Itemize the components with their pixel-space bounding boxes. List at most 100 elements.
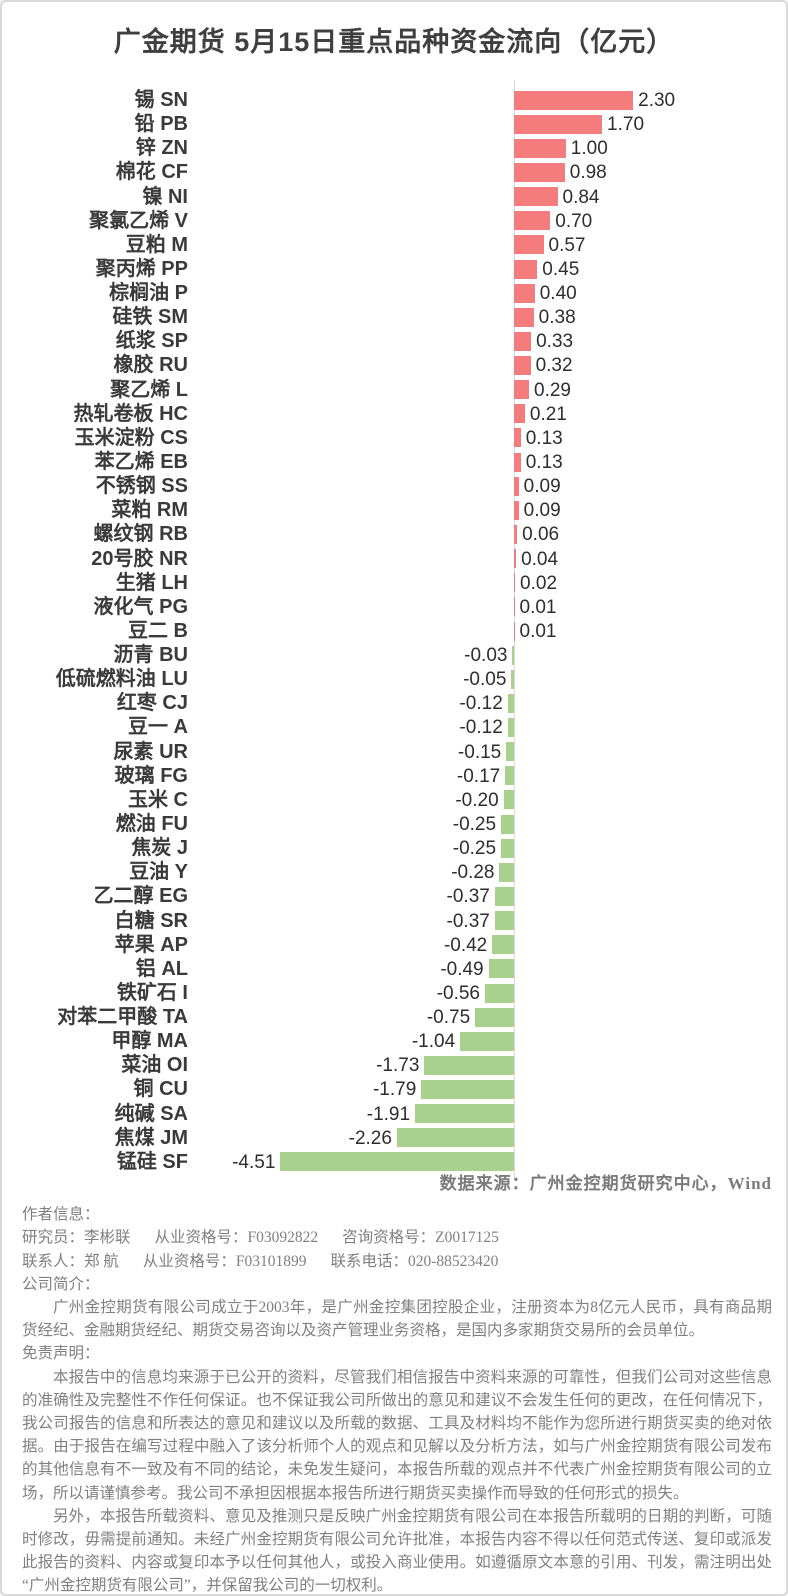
footer: 数据来源：广州金控期货研究中心，Wind 作者信息： 研究员：李彬联 从业资格号：… bbox=[22, 1172, 772, 1594]
chart-title: 广金期货 5月15日重点品种资金流向（亿元） bbox=[113, 27, 675, 57]
value-label: 0.45 bbox=[542, 258, 580, 280]
chart-row: 低硫燃料油 LU -0.05 bbox=[2, 667, 786, 691]
negative-bar bbox=[492, 935, 514, 955]
category-label: 橡胶 RU bbox=[113, 354, 188, 377]
value-label: 0.40 bbox=[539, 283, 577, 305]
category-label: 螺纹钢 RB bbox=[93, 523, 188, 546]
value-label: 0.98 bbox=[569, 162, 607, 184]
positive-bar bbox=[514, 380, 530, 400]
chart-row: 聚丙烯 PP 0.45 bbox=[2, 257, 786, 281]
category-label: 铝 AL bbox=[135, 957, 188, 980]
value-label: -4.51 bbox=[232, 1151, 276, 1173]
value-label: -0.20 bbox=[455, 789, 499, 811]
chart-row: 棕榈油 P 0.40 bbox=[2, 281, 786, 305]
researcher-name: 研究员：李彬联 bbox=[22, 1229, 131, 1247]
value-label: -0.05 bbox=[463, 669, 507, 691]
category-label: 锡 SN bbox=[134, 89, 188, 111]
chart-row: 玻璃 FG -0.17 bbox=[2, 764, 786, 788]
category-label: 对苯二甲酸 TA bbox=[57, 1006, 188, 1029]
negative-bar bbox=[501, 814, 514, 834]
value-label: -0.25 bbox=[452, 838, 497, 860]
positive-bar bbox=[514, 500, 519, 520]
value-label: -0.25 bbox=[452, 813, 497, 835]
chart-row: 纸浆 SP 0.33 bbox=[2, 329, 786, 353]
chart-row: 沥青 BU -0.03 bbox=[2, 643, 786, 667]
chart-row: 棉花 CF 0.98 bbox=[2, 160, 786, 184]
chart-row: 豆一 A -0.12 bbox=[2, 715, 786, 739]
value-label: 0.70 bbox=[555, 210, 593, 232]
chart-row: 锡 SN 2.30 bbox=[2, 88, 786, 112]
negative-bar bbox=[424, 1055, 514, 1075]
chart-row: 焦煤 JM -2.26 bbox=[2, 1126, 786, 1150]
fund-flow-bar-chart: 锡 SN 2.30 铅 PB 1.70 锌 ZN 1.00 棉花 CF 0.98 镍 NI 0.8… bbox=[2, 80, 786, 1180]
positive-bar bbox=[514, 621, 515, 641]
negative-bar bbox=[484, 983, 514, 1003]
chart-row: 镍 NI 0.84 bbox=[2, 185, 786, 209]
contact-name: 联系人：郑 航 bbox=[22, 1252, 119, 1270]
negative-bar bbox=[507, 693, 514, 713]
positive-bar bbox=[514, 476, 519, 496]
value-label: -0.17 bbox=[456, 765, 501, 787]
positive-bar bbox=[514, 524, 518, 544]
chart-row: 20号胶 NR 0.04 bbox=[2, 547, 786, 571]
value-label: 0.01 bbox=[519, 620, 557, 642]
value-label: -0.56 bbox=[436, 982, 480, 1004]
chart-row: 橡胶 RU 0.32 bbox=[2, 353, 786, 377]
negative-bar bbox=[280, 1152, 514, 1172]
value-label: 0.13 bbox=[525, 451, 563, 473]
category-label: 甲醇 MA bbox=[111, 1030, 188, 1053]
value-label: 0.38 bbox=[538, 307, 576, 329]
positive-bar bbox=[514, 283, 535, 303]
category-label: 20号胶 NR bbox=[91, 547, 188, 570]
value-label: -1.04 bbox=[411, 1031, 456, 1053]
company-intro-text: 广州金控期货有限公司成立于2003年，是广州金控集团控股企业，注册资本为8亿元人… bbox=[22, 1299, 772, 1340]
category-label: 铅 PB bbox=[134, 113, 188, 136]
chart-row: 玉米 C -0.20 bbox=[2, 788, 786, 812]
category-label: 硅铁 SM bbox=[112, 306, 188, 329]
negative-bar bbox=[488, 959, 514, 979]
contact-phone: 联系电话：020-88523420 bbox=[330, 1252, 499, 1270]
value-label: -0.37 bbox=[446, 886, 490, 908]
value-label: 0.13 bbox=[525, 427, 563, 449]
category-label: 棕榈油 P bbox=[109, 282, 188, 305]
chart-row: 红枣 CJ -0.12 bbox=[2, 691, 786, 715]
negative-bar bbox=[460, 1031, 514, 1051]
positive-bar bbox=[514, 90, 634, 110]
value-label: 2.30 bbox=[638, 90, 676, 111]
chart-row: 铜 CU -1.79 bbox=[2, 1077, 786, 1101]
positive-bar bbox=[514, 356, 531, 376]
value-label: 0.04 bbox=[521, 548, 559, 570]
chart-row: 苯乙烯 EB 0.13 bbox=[2, 450, 786, 474]
negative-bar bbox=[396, 1128, 514, 1148]
negative-bar bbox=[505, 766, 514, 786]
positive-bar bbox=[514, 452, 521, 472]
category-label: 棉花 CF bbox=[115, 161, 188, 184]
category-label: 焦炭 J bbox=[131, 837, 188, 860]
researcher-qualification: 从业资格号：F03092822 bbox=[154, 1229, 319, 1247]
category-label: 白糖 SR bbox=[114, 909, 188, 932]
author-info-heading: 作者信息： bbox=[22, 1206, 100, 1224]
positive-bar bbox=[514, 259, 538, 279]
value-label: -2.26 bbox=[348, 1127, 392, 1149]
category-label: 乙二醇 EG bbox=[93, 885, 188, 908]
negative-bar bbox=[501, 838, 514, 858]
positive-bar bbox=[514, 549, 517, 569]
category-label: 豆一 A bbox=[128, 716, 188, 739]
value-label: -0.75 bbox=[426, 1007, 471, 1029]
category-label: 生猪 LH bbox=[115, 571, 188, 594]
value-label: 0.21 bbox=[529, 403, 567, 425]
category-label: 镍 NI bbox=[142, 185, 188, 208]
chart-row: 白糖 SR -0.37 bbox=[2, 909, 786, 933]
positive-bar bbox=[514, 331, 532, 351]
value-label: 0.57 bbox=[548, 234, 586, 256]
category-label: 玉米 C bbox=[128, 788, 188, 811]
negative-bar bbox=[506, 742, 514, 762]
company-intro-heading: 公司简介： bbox=[22, 1275, 100, 1293]
disclaimer-paragraph-1: 本报告中的信息均来源于已公开的资料，尽管我们相信报告中资料来源的可靠性，但我们公… bbox=[22, 1368, 772, 1502]
value-label: 1.00 bbox=[570, 138, 608, 160]
positive-bar bbox=[514, 428, 521, 448]
chart-row: 不锈钢 SS 0.09 bbox=[2, 474, 786, 498]
negative-bar bbox=[494, 911, 514, 931]
chart-row: 菜油 OI -1.73 bbox=[2, 1053, 786, 1077]
category-label: 铁矿石 I bbox=[116, 981, 188, 1004]
